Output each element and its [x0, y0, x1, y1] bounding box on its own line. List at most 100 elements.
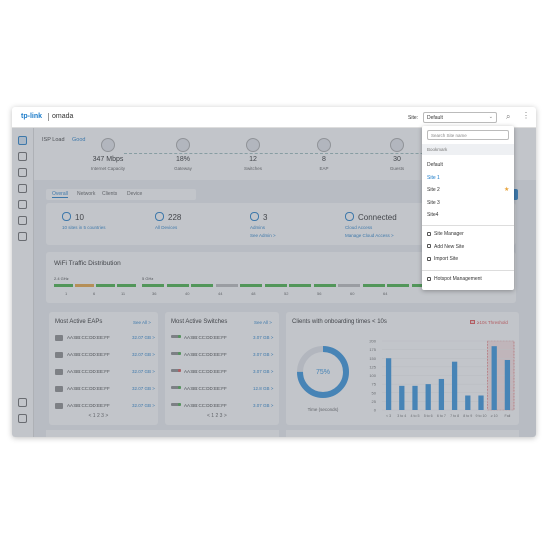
device-traffic[interactable]: 3.07 GB > [253, 335, 274, 340]
device-icon [171, 352, 181, 355]
donut-label: 75% [316, 369, 330, 376]
pagination[interactable]: < 1 2 3 > [88, 413, 109, 419]
x-tick-label: < 3 [386, 414, 391, 418]
bar [451, 361, 458, 410]
channel-bar [75, 284, 94, 287]
site-item[interactable]: Default [427, 162, 443, 168]
device-traffic[interactable]: 12.8 GB > [253, 386, 274, 391]
nav-icon[interactable] [18, 216, 27, 225]
x-tick-label: 9 to 10 [476, 414, 487, 418]
site-item[interactable]: Site 2 [427, 187, 440, 193]
x-tick-label: 6 to 7 [437, 414, 446, 418]
status-dot [178, 386, 181, 389]
add-button[interactable] [512, 189, 518, 200]
summary-link[interactable]: Manage Cloud Access > [345, 233, 394, 238]
nav-icon[interactable] [18, 184, 27, 193]
device-icon [55, 335, 63, 341]
channel-bar [166, 284, 189, 287]
device-mac: AA:BB:CC:DD:EE:FF [67, 386, 110, 391]
tab[interactable]: Clients [102, 191, 118, 197]
device-icon [55, 403, 63, 409]
channel-label: 56 [317, 291, 322, 296]
summary-value: 3 [263, 213, 268, 222]
pagination[interactable]: < 1 2 3 > [207, 413, 227, 419]
nav-icon[interactable] [18, 152, 27, 161]
device-traffic[interactable]: 32.07 GB > [132, 369, 155, 374]
channel-bar [387, 284, 409, 287]
search-icon[interactable]: ⌕ [506, 112, 511, 121]
nav-icon[interactable] [18, 200, 27, 209]
tab[interactable]: Device [127, 191, 143, 197]
device-traffic[interactable]: 32.07 GB > [132, 403, 155, 408]
device-traffic[interactable]: 32.07 GB > [132, 352, 155, 357]
status-dot [178, 352, 181, 355]
device-traffic[interactable]: 3.07 GB > [253, 369, 274, 374]
status-dot [178, 369, 181, 372]
bar [504, 359, 511, 410]
device-mac: AA:BB:CC:DD:EE:FF [184, 335, 227, 340]
tab[interactable]: Overall [52, 191, 68, 198]
channel-bar [289, 284, 311, 287]
stat-icon [101, 138, 115, 152]
see-all[interactable]: See All > [254, 320, 272, 325]
site-item[interactable]: Site4 [427, 212, 439, 218]
search-placeholder: Search Site name [431, 132, 467, 138]
summary-value: Connected [358, 213, 397, 222]
action-item[interactable]: Site Manager [434, 231, 464, 237]
tab[interactable]: Network [77, 191, 96, 197]
nav-icon[interactable] [18, 398, 27, 407]
bar [478, 395, 484, 410]
site-item[interactable]: Site 3 [427, 199, 440, 206]
channel-label: 36 [152, 291, 157, 296]
action-item[interactable]: Add New Site [434, 243, 465, 250]
summary-label: Cloud Access [345, 225, 373, 230]
stat-icon [390, 138, 404, 152]
channel-bar [313, 284, 336, 287]
summary-label: All Devices [155, 225, 178, 230]
onboarding-title: Clients with onboarding times < 10s [292, 319, 387, 325]
stat-label: EAP [319, 166, 329, 171]
summary-link[interactable]: See Admin > [250, 233, 276, 238]
device-mac: AA:BB:CC:DD:EE:FF [67, 335, 110, 340]
divider [422, 270, 514, 271]
summary-label: 10 sites in 5 countries [62, 225, 106, 230]
top-bar: tp-link omada Site: Default ⌄ ⌕ ⋮ [12, 107, 536, 128]
device-mac: AA:BB:CC:DD:EE:FF [67, 403, 110, 408]
channel-bar [96, 284, 115, 287]
list-card [49, 312, 158, 425]
channel-bar [54, 284, 73, 287]
stat-value: 347 Mbps [92, 156, 124, 163]
status-dot [178, 403, 181, 406]
band-label: 5 GHz [142, 276, 154, 281]
device-traffic[interactable]: 3.07 GB > [253, 352, 274, 357]
channel-label: 60 [350, 291, 355, 296]
action-item[interactable]: Import Site [434, 256, 459, 262]
bar [465, 395, 471, 410]
device-icon [171, 335, 181, 338]
isp-status: Good [72, 137, 86, 143]
list-title: Most Active Switches [171, 319, 228, 325]
stat-value: 8 [322, 156, 326, 163]
donut-caption: Time (seconds) [308, 407, 339, 412]
onboarding-chart: 75% Time (seconds) 0 25 50 75 100 125 150 175 200 <… [297, 339, 515, 418]
channel-label: 6 [93, 291, 96, 296]
nav-icon[interactable] [18, 232, 27, 241]
action-item[interactable]: Hotspot Management [434, 276, 482, 282]
site-select[interactable]: Default ⌄ [423, 112, 497, 123]
bookmark-label: Bookmark [427, 147, 448, 152]
site-dropdown: Search Site name Bookmark Default Site 1 Sit… [422, 126, 514, 290]
search-box[interactable]: Search Site name [427, 130, 509, 140]
see-all[interactable]: See All > [133, 320, 151, 325]
device-traffic[interactable]: 32.07 GB > [132, 386, 155, 391]
site-label: Site: [408, 115, 419, 121]
channel-label: 44 [218, 291, 223, 296]
nav-icon[interactable] [18, 414, 27, 423]
nav-icon[interactable] [18, 136, 27, 145]
nav-icon[interactable] [18, 168, 27, 177]
device-traffic[interactable]: 3.07 GB > [253, 403, 274, 408]
more-icon[interactable]: ⋮ [522, 111, 530, 120]
summary-icon [345, 212, 354, 221]
device-traffic[interactable]: 32.07 GB > [132, 335, 155, 340]
site-item[interactable]: Site 1 [427, 174, 440, 181]
